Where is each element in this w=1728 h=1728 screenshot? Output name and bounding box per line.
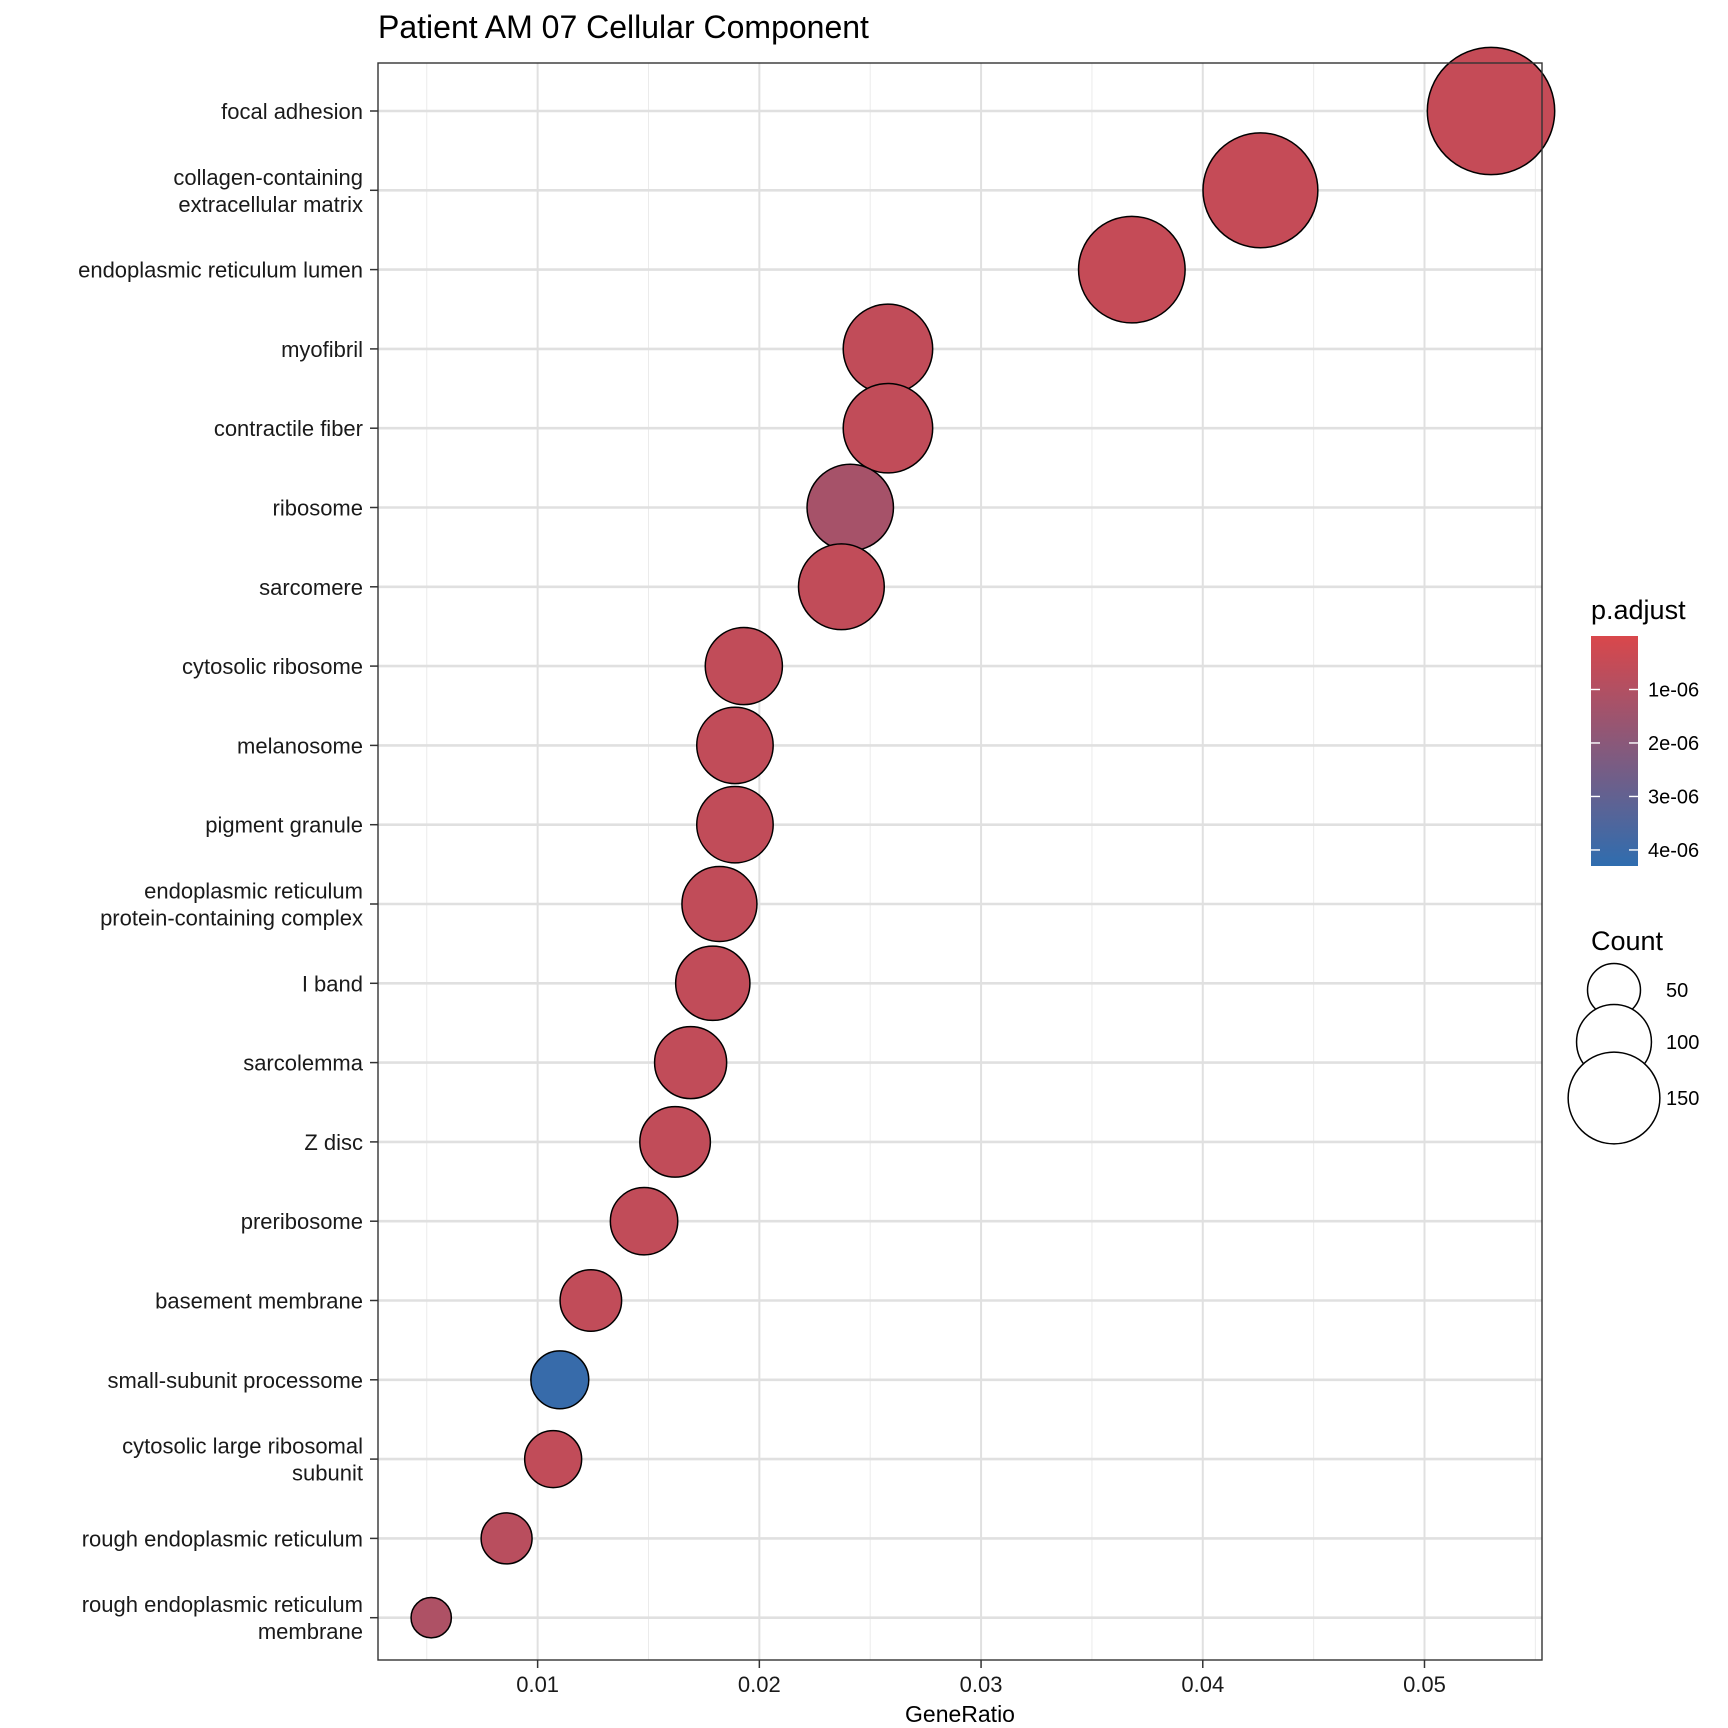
y-tick-label: Z disc xyxy=(304,1130,363,1155)
count-legend: Count 50 100 150 xyxy=(1567,926,1699,1145)
x-tick-label: 0.04 xyxy=(1181,1672,1224,1697)
data-point xyxy=(530,1350,590,1410)
y-tick-label: subunit xyxy=(292,1461,363,1486)
y-tick-label: preribosome xyxy=(241,1209,363,1234)
data-point xyxy=(653,1025,728,1100)
p-adjust-legend: p.adjust 1e-06 2e-06 3e-06 4e-06 xyxy=(1591,595,1699,866)
data-point xyxy=(842,303,934,395)
color-bar-label: 3e-06 xyxy=(1648,786,1699,808)
data-point xyxy=(674,945,751,1022)
data-point xyxy=(842,382,934,474)
color-bar-label: 2e-06 xyxy=(1648,733,1699,755)
x-axis: 0.01 0.02 0.03 0.04 0.05 xyxy=(516,1660,1446,1697)
y-tick-label: sarcolemma xyxy=(243,1051,364,1076)
x-tick-label: 0.03 xyxy=(960,1672,1003,1697)
y-tick-label: basement membrane xyxy=(155,1289,363,1314)
x-tick-label: 0.05 xyxy=(1403,1672,1446,1697)
data-point xyxy=(681,865,758,943)
x-axis-label: GeneRatio xyxy=(905,1701,1015,1727)
data-point xyxy=(704,626,784,706)
x-tick-label: 0.01 xyxy=(516,1672,559,1697)
y-tick-label: cytosolic large ribosomal xyxy=(122,1434,363,1459)
legend-title: Count xyxy=(1591,926,1664,956)
y-tick-label: endoplasmic reticulum lumen xyxy=(78,258,363,283)
plot-panel-border xyxy=(377,62,1543,1661)
y-tick-label: membrane xyxy=(258,1619,363,1644)
data-point xyxy=(559,1268,623,1333)
size-key-label: 50 xyxy=(1666,980,1688,1002)
grid-lines xyxy=(378,63,1542,1660)
data-point xyxy=(806,463,895,552)
y-tick-label: I band xyxy=(302,971,363,996)
color-bar-label: 4e-06 xyxy=(1648,840,1699,862)
y-tick-label: pigment granule xyxy=(205,813,363,838)
data-point xyxy=(523,1429,583,1489)
y-tick-label: cytosolic ribosome xyxy=(182,654,363,679)
legend-title: p.adjust xyxy=(1591,595,1686,625)
plot-panel xyxy=(378,63,1542,1660)
y-axis: focal adhesion collagen-containingextrace… xyxy=(78,99,378,1644)
y-tick-label: ribosome xyxy=(273,496,363,521)
size-key-label: 100 xyxy=(1666,1032,1699,1054)
y-tick-label: melanosome xyxy=(237,733,363,758)
y-tick-label: contractile fiber xyxy=(214,416,363,441)
size-key-circle xyxy=(1567,1051,1661,1145)
data-point xyxy=(695,706,774,785)
color-bar-label: 1e-06 xyxy=(1648,679,1699,701)
data-point xyxy=(797,543,886,631)
color-bar xyxy=(1591,636,1638,866)
y-tick-label: rough endoplasmic reticulum xyxy=(82,1526,363,1551)
data-point xyxy=(410,1596,453,1639)
data-point xyxy=(1077,215,1186,324)
y-tick-label: myofibril xyxy=(281,337,363,362)
y-tick-label: small-subunit processome xyxy=(107,1368,363,1393)
size-key-label: 150 xyxy=(1666,1088,1699,1110)
data-point xyxy=(609,1186,679,1256)
data-point xyxy=(1426,46,1556,176)
y-tick-label: protein-containing complex xyxy=(100,906,363,931)
chart-title: Patient AM 07 Cellular Component xyxy=(378,9,869,45)
data-point xyxy=(695,785,774,864)
data-points xyxy=(410,46,1556,1639)
y-tick-label: collagen-containing xyxy=(173,165,363,190)
x-tick-label: 0.02 xyxy=(738,1672,781,1697)
y-tick-label: extracellular matrix xyxy=(178,192,363,217)
data-point xyxy=(1202,132,1319,249)
y-tick-label: focal adhesion xyxy=(221,99,363,124)
y-tick-label: sarcomere xyxy=(259,575,363,600)
data-point xyxy=(639,1105,712,1178)
y-tick-label: endoplasmic reticulum xyxy=(144,879,363,904)
y-tick-label: rough endoplasmic reticulum xyxy=(82,1592,363,1617)
data-point xyxy=(480,1512,533,1565)
